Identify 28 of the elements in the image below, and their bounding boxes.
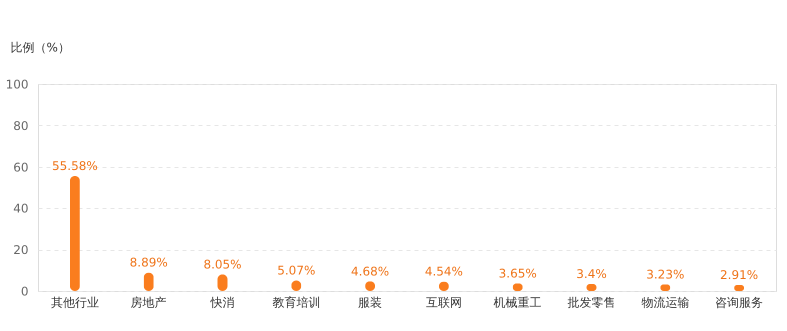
y-tick-label: 20: [13, 243, 28, 258]
x-tick-label: 服装: [358, 296, 382, 310]
y-tick-label: 100: [6, 78, 28, 92]
data-label: 3.23%: [646, 267, 684, 282]
x-tick-label: 物流运输: [641, 296, 690, 310]
y-tick-label: 0: [20, 284, 28, 298]
x-tick-label: 快消: [210, 296, 234, 310]
data-label: 5.07%: [277, 264, 316, 278]
data-label: 2.91%: [720, 268, 758, 282]
x-tick-label: 咨询服务: [715, 296, 764, 310]
x-tick-label: 房地产: [130, 296, 167, 310]
data-label: 3.4%: [576, 266, 607, 281]
y-tick-label: 60: [13, 160, 28, 174]
y-axis-title: 比例（%）: [10, 40, 70, 54]
data-label: 4.54%: [424, 264, 463, 279]
x-tick-label: 互联网: [426, 296, 462, 310]
x-tick-label: 批发零售: [568, 296, 616, 310]
data-label: 8.05%: [203, 257, 242, 272]
data-label: 3.65%: [498, 266, 537, 280]
data-label: 8.89%: [130, 256, 168, 270]
bar: [70, 176, 80, 291]
y-tick-label: 80: [13, 118, 28, 133]
x-tick-label: 其他行业: [50, 296, 99, 310]
x-tick-label: 教育培训: [272, 296, 320, 310]
y-tick-label: 40: [13, 202, 28, 216]
x-tick-label: 机械重工: [494, 296, 542, 310]
data-label: 4.68%: [351, 264, 390, 278]
data-label: 55.58%: [52, 158, 98, 173]
